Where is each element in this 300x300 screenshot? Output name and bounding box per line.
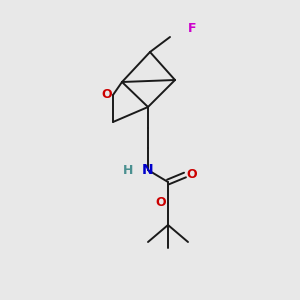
Text: O: O — [101, 88, 112, 101]
Text: H: H — [123, 164, 133, 176]
Text: O: O — [155, 196, 166, 209]
Text: F: F — [188, 22, 196, 34]
Text: N: N — [142, 163, 154, 177]
Text: O: O — [186, 169, 196, 182]
